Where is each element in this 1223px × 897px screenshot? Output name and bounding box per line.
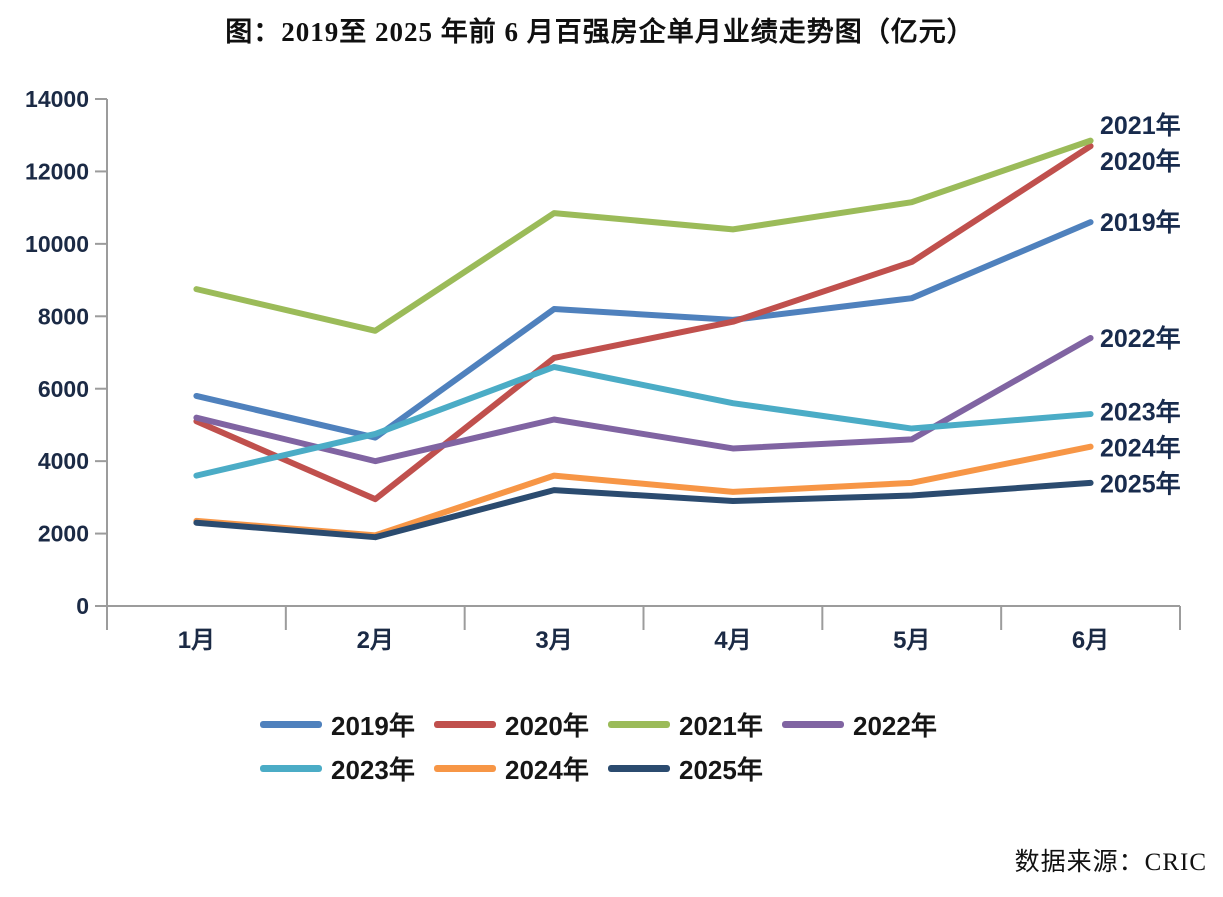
y-axis-tick-label: 2000 xyxy=(38,521,89,547)
legend-swatch-icon xyxy=(782,720,844,728)
x-axis-label: 5月 xyxy=(893,627,930,654)
x-axis-label: 3月 xyxy=(535,627,572,654)
legend-item-2021年: 2021年 xyxy=(608,706,782,743)
legend-label: 2020年 xyxy=(505,710,589,741)
series-end-label-2020年: 2020年 xyxy=(1100,147,1181,176)
legend-swatch-icon xyxy=(260,764,322,772)
legend-label: 2019年 xyxy=(331,710,415,741)
y-axis-tick-label: 12000 xyxy=(25,158,89,184)
series-line-2022年 xyxy=(193,335,1094,465)
legend-item-2020年: 2020年 xyxy=(434,706,608,743)
chart-legend: 2019年 2020年 2021年 2022年 2023年 2024年 2025年 xyxy=(260,702,1020,790)
y-axis-tick-label: 4000 xyxy=(38,448,89,474)
legend-item-2019年: 2019年 xyxy=(260,706,434,743)
legend-label: 2024年 xyxy=(505,754,589,785)
line-chart: 0 2000 4000 6000 8000 10000 12000 14000 1月 2月 3月 4月… xyxy=(25,86,1181,654)
y-axis-tick-label: 8000 xyxy=(38,303,89,329)
y-axis-tick-label: 10000 xyxy=(25,231,89,257)
legend-label: 2023年 xyxy=(331,754,415,785)
series-end-label-2019年: 2019年 xyxy=(1100,208,1181,237)
legend-swatch-icon xyxy=(260,720,322,728)
series-end-label-2021年: 2021年 xyxy=(1100,111,1181,140)
series-line-2021年 xyxy=(193,137,1094,334)
legend-swatch-icon xyxy=(434,720,496,728)
series-end-label-2022年: 2022年 xyxy=(1100,324,1181,353)
legend-swatch-icon xyxy=(434,764,496,772)
legend-item-2022年: 2022年 xyxy=(782,706,956,743)
legend-label: 2025年 xyxy=(679,754,763,785)
y-axis-tick-label: 14000 xyxy=(25,86,89,112)
series-end-label-2023年: 2023年 xyxy=(1100,398,1181,427)
legend-label: 2021年 xyxy=(679,710,763,741)
chart-title: 图：2019至 2025 年前 6 月百强房企单月业绩走势图（亿元） xyxy=(225,17,975,47)
x-axis-label: 1月 xyxy=(178,627,215,654)
legend-label: 2022年 xyxy=(853,710,937,741)
series-end-label-2024年: 2024年 xyxy=(1100,434,1181,463)
x-axis-label: 4月 xyxy=(714,627,751,654)
data-source-note: 数据来源：CRIC xyxy=(1014,849,1207,876)
x-axis-label: 6月 xyxy=(1072,627,1109,654)
x-axis-label: 2月 xyxy=(357,627,394,654)
legend-item-2024年: 2024年 xyxy=(434,750,608,787)
legend-swatch-icon xyxy=(608,720,670,728)
legend-item-2025年: 2025年 xyxy=(608,750,782,787)
y-axis-tick-label: 0 xyxy=(76,593,89,619)
series-line-2019年 xyxy=(193,219,1094,441)
series-line-2023年 xyxy=(193,363,1094,479)
series-end-label-2025年: 2025年 xyxy=(1100,470,1181,499)
legend-item-2023年: 2023年 xyxy=(260,750,434,787)
series-line-2025年 xyxy=(193,479,1094,541)
series-line-2020年 xyxy=(193,143,1094,503)
legend-swatch-icon xyxy=(608,764,670,772)
legend-row: 2019年 2020年 2021年 2022年 xyxy=(260,702,1020,746)
legend-row: 2023年 2024年 2025年 xyxy=(260,746,1020,790)
y-axis-tick-label: 6000 xyxy=(38,376,89,402)
